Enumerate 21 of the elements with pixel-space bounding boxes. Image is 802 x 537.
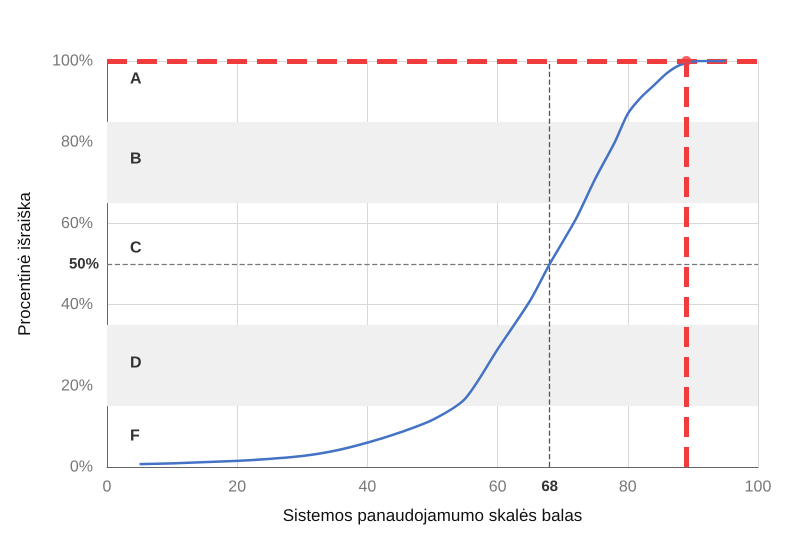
annotation: F	[130, 428, 140, 444]
annotation: C	[130, 240, 142, 256]
ref-line-label: 50%	[68, 256, 99, 272]
annotation: A	[130, 70, 142, 88]
annotation: B	[130, 150, 142, 168]
x-tick-label: 100	[744, 478, 772, 496]
y-tick-label: 40%	[60, 296, 93, 314]
y-tick-label: 60%	[60, 214, 93, 232]
x-axis-title: Sistemos panaudojamumo skalės balas	[282, 506, 582, 525]
x-tick-label: 20	[228, 478, 246, 496]
y-tick-label: 80%	[60, 134, 93, 151]
x-tick-label: 40	[358, 478, 376, 496]
x-tick-label: 80	[618, 478, 637, 496]
y-tick-label: 0%	[70, 458, 93, 476]
y-axis-title: Procentinė išraiška	[15, 192, 34, 336]
ref-line-label: 68	[541, 478, 558, 495]
y-tick-label: 20%	[60, 377, 93, 394]
annotation: D	[130, 354, 142, 372]
x-tick-label: 60	[488, 478, 507, 496]
x-tick-label: 0	[102, 478, 112, 496]
y-tick-label: 100%	[52, 52, 93, 70]
